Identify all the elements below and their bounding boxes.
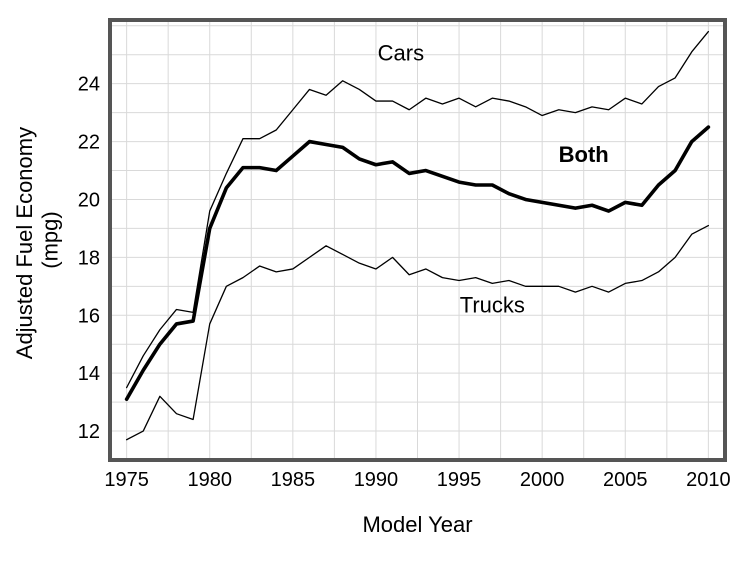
x-tick-label: 1985 bbox=[271, 469, 316, 491]
x-tick-label: 1995 bbox=[437, 469, 482, 491]
series-labels: Cars Both Trucks bbox=[378, 41, 609, 318]
x-tick-label: 1975 bbox=[104, 469, 149, 491]
x-axis-title: Model Year bbox=[362, 512, 472, 537]
x-tick-label: 2005 bbox=[603, 469, 648, 491]
y-tick-label: 12 bbox=[78, 421, 100, 443]
y-tick-label: 14 bbox=[78, 363, 100, 385]
x-tick-label: 2010 bbox=[686, 469, 731, 491]
x-tick-label: 1990 bbox=[354, 469, 399, 491]
x-tick-label: 1980 bbox=[187, 469, 232, 491]
series-label-cars: Cars bbox=[378, 41, 424, 66]
y-tick-label: 16 bbox=[78, 305, 100, 327]
y-tick-label: 18 bbox=[78, 247, 100, 269]
series-label-both: Both bbox=[559, 142, 609, 167]
y-tick-label: 24 bbox=[78, 74, 100, 96]
fuel-economy-chart: 12 14 16 18 20 22 24 1975 1980 1985 1990 1995 2000 2… bbox=[0, 0, 750, 574]
y-tick-label: 20 bbox=[78, 189, 100, 211]
y-tick-label: 22 bbox=[78, 132, 100, 154]
y-axis-ticks: 12 14 16 18 20 22 24 bbox=[78, 74, 100, 443]
series-label-trucks: Trucks bbox=[460, 292, 525, 317]
x-axis-ticks: 1975 1980 1985 1990 1995 2000 2005 2010 bbox=[104, 469, 730, 491]
y-axis-title: Adjusted Fuel Economy (mpg) bbox=[12, 121, 62, 359]
x-tick-label: 2000 bbox=[520, 469, 565, 491]
chart-grid bbox=[110, 20, 725, 460]
